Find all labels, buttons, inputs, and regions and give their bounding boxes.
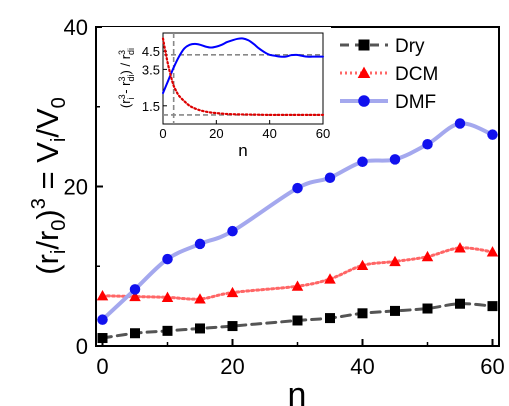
inset-x-tick-label: 0 [159, 126, 166, 141]
legend-item: Dry [340, 36, 425, 57]
main-y-tick-label: 20 [64, 175, 88, 200]
main-x-tick-label: 20 [220, 354, 244, 379]
data-point [422, 303, 433, 314]
main-y-tick-label: 40 [64, 15, 88, 40]
data-point [162, 253, 173, 265]
data-point [161, 291, 174, 302]
legend-item: DCM [340, 64, 438, 85]
inset-y-tick-label: 3.5 [142, 62, 160, 77]
inset-background [102, 27, 331, 170]
legend-label: DCM [395, 64, 438, 85]
data-point [226, 286, 239, 298]
legend: Dry DCM DMF [340, 36, 438, 113]
data-point [389, 154, 401, 165]
data-point [129, 284, 141, 295]
main-x-tick-labels: 0 20 40 60 [96, 354, 504, 379]
series-dmf [97, 118, 498, 325]
data-point [97, 314, 108, 325]
data-point [130, 328, 140, 339]
main-y-tick-label: 0 [76, 334, 88, 359]
data-point [454, 118, 466, 129]
main-series-layer [96, 118, 499, 344]
svg-text:(ri/r0)3 = Vi/V0: (ri/r0)3 = Vi/V0 [28, 97, 70, 275]
data-point [454, 242, 466, 253]
data-point [422, 138, 433, 150]
series-line [101, 246, 494, 301]
inset-x-tick-label: 60 [316, 126, 330, 141]
main-x-axis-label: n [288, 376, 307, 406]
data-point [389, 255, 401, 267]
svg-text:(r3i - r3di) / r3di: (r3i - r3di) / r3di [117, 48, 136, 108]
legend-marker [358, 39, 370, 51]
data-point [487, 301, 498, 312]
data-point [129, 290, 141, 302]
data-point [487, 129, 498, 140]
legend-label: Dry [395, 36, 425, 57]
data-point [356, 259, 369, 271]
main-y-tick-labels: 0 20 40 [64, 15, 88, 359]
data-point [324, 172, 336, 183]
inset-y-tick-label: 1.5 [142, 99, 160, 114]
legend-label: DMF [395, 92, 436, 113]
data-point [195, 323, 205, 334]
data-point [292, 182, 303, 194]
data-point [292, 315, 303, 326]
main-y-axis-label: (ri/r0)3 = Vi/V0 [28, 97, 70, 275]
inset-y-tick-label: 4.5 [142, 44, 160, 59]
inset-series-line [161, 37, 325, 117]
data-point [97, 333, 108, 344]
data-point [325, 313, 335, 324]
data-point [194, 238, 206, 250]
data-point [324, 273, 336, 284]
data-point [96, 290, 109, 301]
data-point [421, 250, 434, 262]
inset-y-tick-labels: 1.5 3.5 4.5 [142, 44, 160, 114]
legend-marker [358, 95, 370, 107]
inset-series-layer [161, 37, 325, 117]
data-point [390, 305, 400, 316]
data-point [227, 321, 238, 332]
data-point [357, 308, 368, 319]
legend-marker [357, 66, 371, 79]
data-point [291, 280, 304, 291]
inset-y-axis-label: (r3i - r3di) / r3di [117, 48, 136, 108]
inset-series-line [162, 37, 324, 95]
data-point [357, 156, 368, 168]
inset-x-tick-label: 40 [262, 126, 276, 141]
main-x-tick-label: 0 [96, 354, 108, 379]
inset-x-tick-label: 20 [209, 126, 223, 141]
data-point [162, 325, 173, 336]
series-dry [97, 298, 498, 344]
data-point [486, 246, 499, 257]
main-x-tick-label: 60 [480, 354, 504, 379]
inset-x-axis-label: n [238, 141, 247, 160]
inset-x-tick-labels: 0 20 40 60 [159, 126, 330, 141]
series-dcm [96, 242, 499, 304]
inset-plot-frame [162, 32, 324, 125]
data-point [194, 293, 206, 304]
legend-item: DMF [340, 92, 436, 113]
data-point [455, 298, 465, 309]
data-point [227, 225, 238, 237]
main-x-tick-label: 40 [350, 354, 374, 379]
